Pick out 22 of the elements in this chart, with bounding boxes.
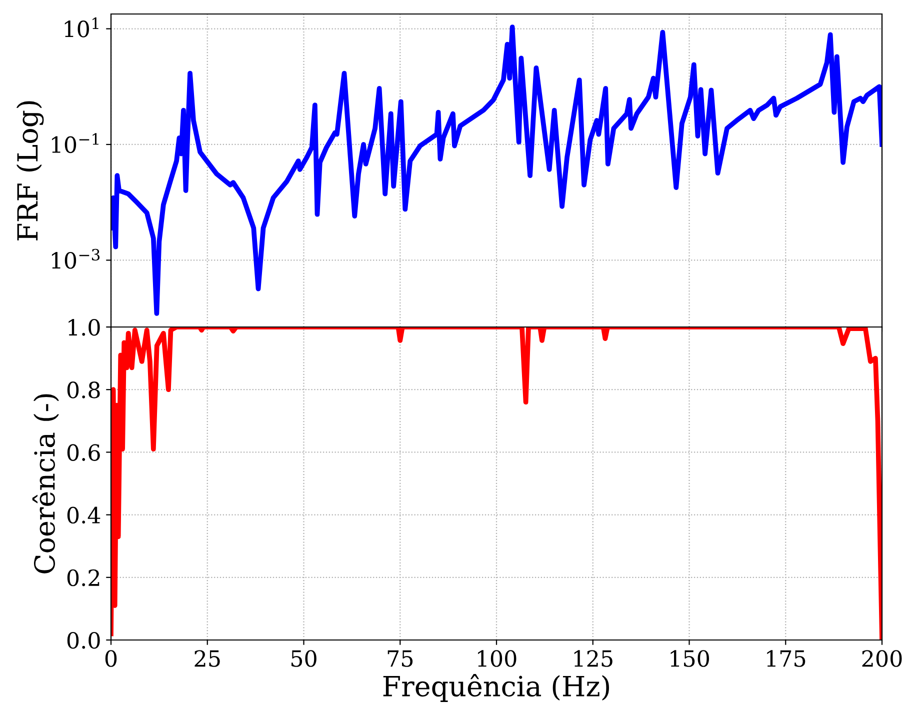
y-axis-title: FRF (Log) [16,101,44,240]
x-tick-label: 175 [767,650,806,667]
y-tick-label: 1.0 [68,318,100,336]
x-tick-label: 100 [478,650,516,667]
y-tick-label: 0.6 [67,444,100,461]
x-tick-label: 50 [292,650,316,667]
y-tick-label: 0.0 [67,632,100,649]
x-tick-label: 75 [388,650,413,667]
x-tick-label: 25 [194,650,220,667]
y-tick-label: 10$^{−1}$ [52,133,98,154]
y-tick-label: 0.2 [67,569,100,586]
y-tick-label: 10$^{−3}$ [52,248,100,269]
y-axis-title: Coerência (-) [32,394,59,574]
y-tick-label: 0.4 [67,506,100,524]
x-axis-title: Frequência (Hz) [383,674,609,702]
x-tick-label: 0 [105,650,117,667]
x-tick-label: 200 [862,650,902,667]
line-series [111,24,882,316]
x-tick-label: 150 [670,650,709,667]
y-tick-label: 10$^{1}$ [64,17,98,38]
y-tick-label: 0.8 [67,382,100,398]
x-tick-label: 125 [574,650,612,667]
